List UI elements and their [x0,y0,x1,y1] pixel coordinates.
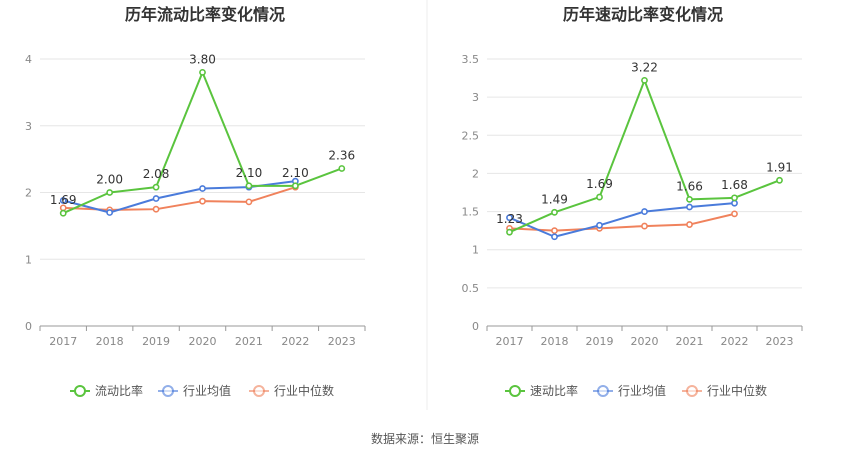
industry-average-point [686,203,693,211]
x-tick-label: 2020 [631,335,659,348]
y-tick-label: 3.5 [462,53,480,66]
x-tick-label: 2021 [235,335,263,348]
industry-average-point [199,185,206,192]
industry-average-point [106,209,114,216]
industry-median-point [551,227,558,235]
y-tick-label: 4 [25,53,32,66]
y-tick-label: 3 [472,91,479,104]
legend-marker [253,385,265,397]
industry-average-point [506,214,513,222]
data-label: 2.10 [236,166,263,180]
chart-title: 历年流动比率变化情况 [125,5,285,24]
x-tick-label: 2018 [541,335,569,348]
industry-median-point [686,221,693,228]
legend-marker [509,385,521,397]
data-label: 1.69 [50,193,77,207]
industry-average-point [731,199,738,207]
y-tick-label: 0.5 [462,282,480,295]
legend-label: 行业中位数 [274,383,334,398]
x-tick-label: 2017 [49,335,77,348]
main-series-point [776,176,783,184]
chart-title: 历年速动比率变化情况 [563,5,723,24]
data-label: 2.00 [96,173,123,187]
main-series-point [641,76,648,84]
legend-label: 行业中位数 [707,383,767,398]
legend-label: 流动比率 [95,383,143,398]
y-tick-label: 3 [25,120,32,133]
x-tick-label: 2017 [496,335,524,348]
main-series-point [152,183,160,191]
data-label: 1.23 [496,212,523,226]
current-ratio-chart: 历年流动比率变化情况 0 1 2 3 4 2017 2018 2019 2020 2021 2022 2… [25,5,366,398]
x-tick-label: 2023 [328,335,356,348]
y-tick-label: 0 [472,320,479,333]
x-tick-label: 2018 [96,335,124,348]
legend-label: 行业均值 [618,383,666,398]
legend-marker [162,385,174,397]
industry-median-point [245,198,253,206]
legend-label: 行业均值 [183,383,231,398]
industry-median-point [641,222,648,230]
data-label: 2.36 [328,148,355,162]
main-series-point [245,182,253,190]
industry-median-line [509,212,735,232]
main-series-point [686,195,693,203]
industry-median-point [199,197,206,205]
data-source-note: 数据来源：恒生聚源 [370,432,479,446]
industry-median-point [152,205,160,213]
y-tick-label: 1 [472,244,479,257]
data-label: 3.80 [189,52,216,66]
main-series-point [506,228,513,236]
industry-average-point [596,221,603,229]
x-tick-label: 2020 [189,335,217,348]
legend-marker [74,385,86,397]
y-tick-label: 2.5 [462,129,480,142]
industry-average-point [641,208,648,215]
y-tick-label: 2 [25,187,32,200]
main-series-point [106,189,114,196]
data-label: 1.68 [721,178,748,192]
main-series-point [291,182,299,190]
legend-label: 速动比率 [530,383,578,398]
data-label: 1.49 [541,192,568,206]
industry-median-point [731,210,738,218]
legend-marker [597,385,609,397]
x-tick-label: 2022 [281,335,309,348]
main-series-point [199,68,206,76]
x-tick-label: 2019 [586,335,614,348]
x-tick-label: 2019 [142,335,170,348]
main-series-point [551,208,558,216]
industry-average-line [509,202,735,238]
y-tick-label: 2 [472,167,479,180]
industry-average-point [551,233,558,241]
main-series-point [731,194,738,202]
industry-average-point [152,195,160,202]
data-label: 1.91 [766,160,793,174]
y-tick-label: 0 [25,320,32,333]
industry-average-point [59,197,67,204]
data-label: 3.22 [631,60,658,74]
x-tick-label: 2023 [766,335,794,348]
quick-ratio-chart: 历年速动比率变化情况 0 0.5 1 1.5 2 2.5 3 3.5 2017 2018 2019 20… [462,5,803,398]
legend-marker [686,385,698,397]
data-label: 1.69 [586,177,613,191]
data-label: 2.10 [282,166,309,180]
x-tick-label: 2021 [676,335,704,348]
data-label: 2.08 [143,167,170,181]
main-series-point [596,193,603,201]
data-label: 1.66 [676,179,703,193]
x-tick-label: 2022 [721,335,749,348]
y-tick-label: 1 [25,253,32,266]
y-tick-label: 1.5 [462,206,480,219]
main-series-point [338,165,346,172]
main-series-point [59,209,67,217]
